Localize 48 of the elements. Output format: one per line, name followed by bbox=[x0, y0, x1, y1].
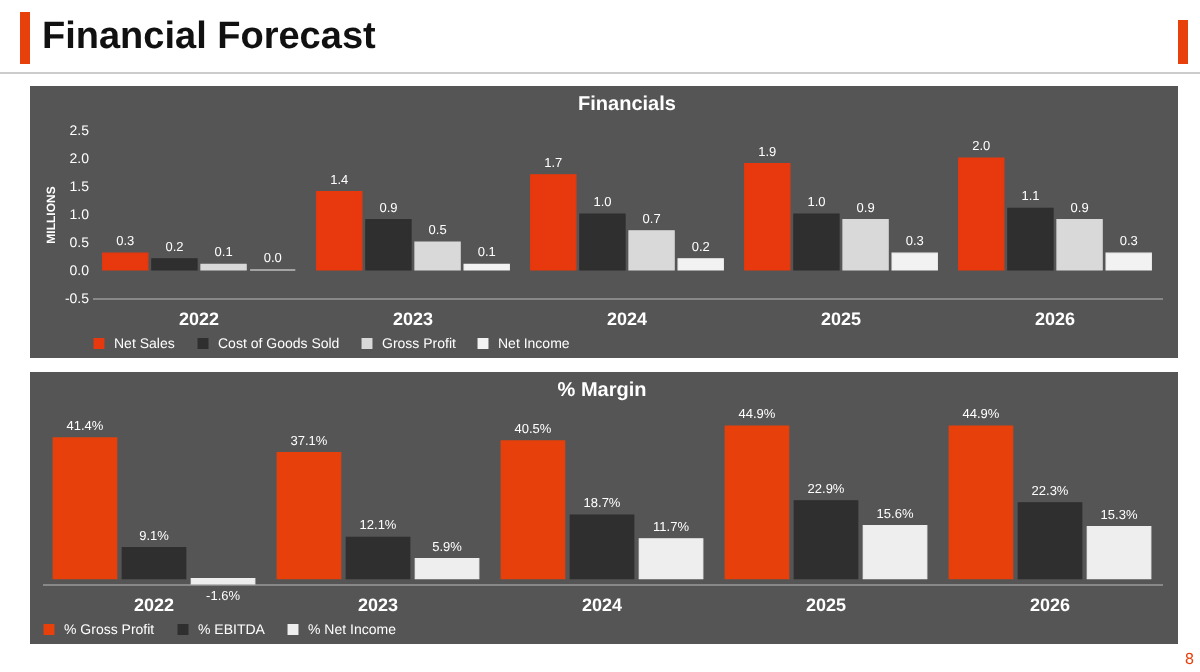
bar bbox=[316, 191, 363, 271]
text: 8 bbox=[1185, 650, 1194, 668]
x-tick-label: 2024 bbox=[606, 309, 648, 329]
bar bbox=[463, 263, 510, 271]
bar bbox=[1017, 502, 1083, 580]
chart-title: Financials bbox=[578, 94, 677, 116]
bar bbox=[1086, 525, 1152, 580]
x-tick-label: 2026 bbox=[1029, 595, 1071, 615]
bar bbox=[345, 536, 411, 580]
bar bbox=[744, 163, 791, 271]
bar bbox=[530, 174, 577, 271]
bar bbox=[958, 157, 1005, 271]
bar bbox=[677, 258, 724, 271]
bar bbox=[842, 219, 889, 271]
bar bbox=[1007, 207, 1054, 271]
bar bbox=[52, 437, 118, 580]
x-tick-label: 2022 bbox=[133, 595, 175, 615]
bar bbox=[1105, 252, 1152, 271]
bar bbox=[102, 252, 149, 271]
bar bbox=[276, 451, 342, 580]
chart-title: % Margin bbox=[557, 380, 647, 402]
bar bbox=[200, 263, 247, 271]
bar bbox=[1056, 219, 1103, 271]
bar bbox=[414, 557, 480, 580]
bar bbox=[500, 440, 566, 580]
bar bbox=[579, 213, 626, 271]
bar bbox=[569, 514, 635, 580]
x-tick-label: 2025 bbox=[805, 595, 847, 615]
x-tick-label: 2024 bbox=[581, 595, 623, 615]
bar bbox=[190, 577, 256, 585]
bar bbox=[891, 252, 938, 271]
bar bbox=[793, 500, 859, 580]
text: Financial Forecast bbox=[20, 12, 376, 64]
bar bbox=[724, 425, 790, 580]
x-tick-label: 2026 bbox=[1034, 309, 1076, 329]
x-tick-label: 2022 bbox=[178, 309, 220, 329]
x-tick-label: 2023 bbox=[392, 309, 434, 329]
bar bbox=[121, 547, 187, 580]
bar bbox=[793, 213, 840, 271]
bar bbox=[414, 241, 461, 271]
bar bbox=[948, 425, 1014, 580]
bar bbox=[628, 230, 675, 271]
bar bbox=[365, 219, 412, 271]
bar bbox=[151, 258, 198, 271]
bar bbox=[862, 524, 928, 580]
x-tick-label: 2023 bbox=[357, 595, 399, 615]
bar bbox=[638, 538, 704, 580]
x-tick-label: 2025 bbox=[820, 309, 862, 329]
